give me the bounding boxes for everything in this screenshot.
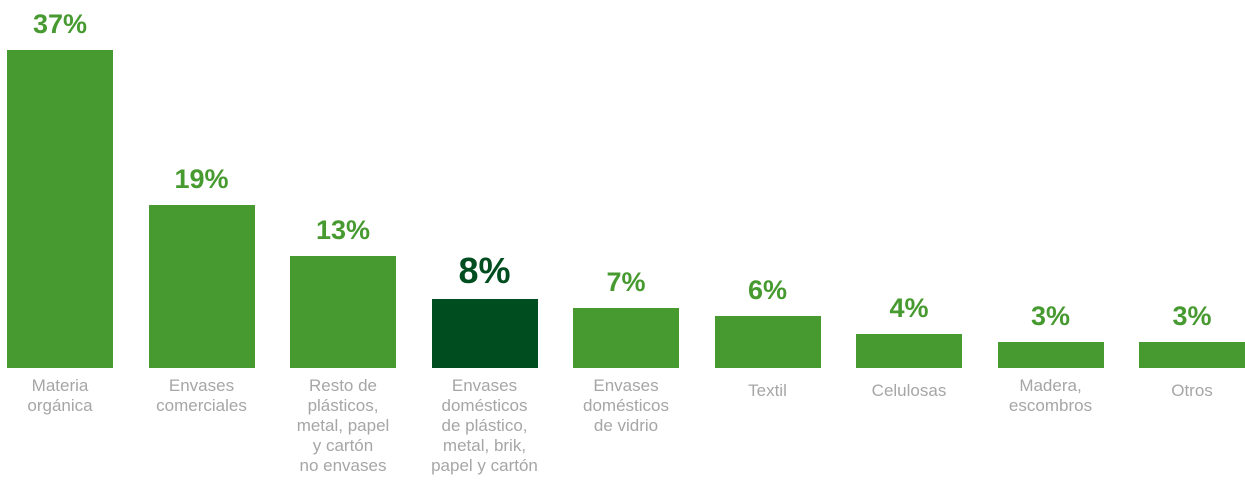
category-label-6: Textil [748, 381, 787, 400]
category-label-5: Envases domésticos de vidrio [583, 376, 669, 435]
value-label-1: 37% [32, 9, 88, 39]
bar-5 [573, 307, 679, 368]
value-label-6: 6% [747, 275, 788, 306]
category-label-8: Madera, escombros [1008, 376, 1093, 415]
category-label-3: Resto de plásticos, metal, papel y cartó… [296, 376, 390, 475]
category-label-4: Envases domésticos de plástico, metal, b… [431, 376, 538, 475]
category-label-2: Envases comerciales [156, 376, 247, 415]
value-label-3: 13% [315, 215, 371, 246]
value-label-4: 8% [458, 250, 511, 292]
category-label-7: Celulosas [871, 381, 947, 400]
bar-1 [7, 50, 113, 368]
value-label-7: 4% [889, 292, 929, 323]
bar-4 [431, 299, 538, 368]
value-label-2: 19% [174, 163, 229, 194]
value-label-5: 7% [606, 266, 646, 297]
bar-6 [714, 316, 821, 368]
value-label-9: 3% [1172, 301, 1212, 332]
bar-2 [148, 204, 255, 368]
bar-7 [856, 333, 962, 368]
category-label-9: Otros [1171, 381, 1213, 400]
category-label-1: Materia orgánica [27, 376, 93, 415]
bar-8 [997, 342, 1104, 368]
value-label-8: 3% [1030, 301, 1071, 332]
bar-3 [290, 256, 396, 368]
bar-9 [1139, 342, 1245, 368]
